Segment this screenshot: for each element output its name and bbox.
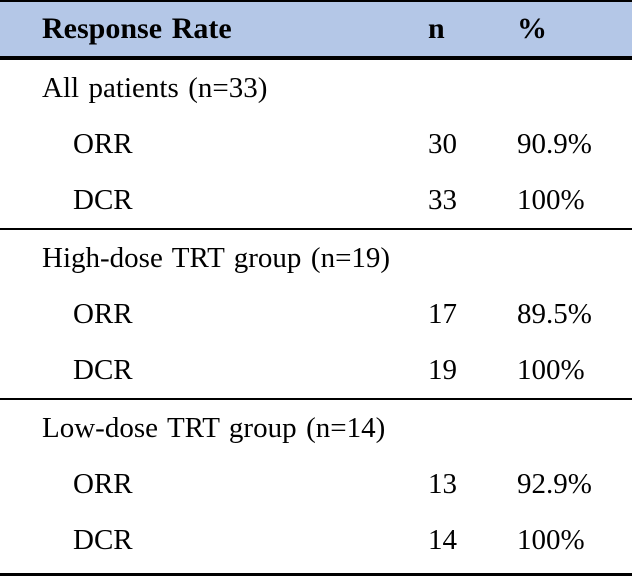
n-value: 19	[428, 353, 457, 386]
pct-value: 100%	[517, 523, 585, 556]
table-row: DCR 19 100%	[0, 342, 632, 398]
header-cell-percent: %	[517, 12, 547, 45]
n-value: 14	[428, 523, 457, 556]
table-row: DCR 14 100%	[0, 512, 632, 568]
row-label: ORR	[73, 297, 133, 330]
row-label: ORR	[73, 127, 133, 160]
group-label: All patients (n=33)	[42, 71, 268, 104]
table-row: ORR 30 90.9%	[0, 116, 632, 172]
group-row: Low-dose TRT group (n=14)	[0, 400, 632, 456]
section-low-dose-trt: Low-dose TRT group (n=14) ORR 13 92.9% D…	[0, 398, 632, 568]
row-label: DCR	[73, 353, 133, 386]
pct-value: 92.9%	[517, 467, 592, 500]
n-value: 30	[428, 127, 457, 160]
row-label: DCR	[73, 523, 133, 556]
row-label: ORR	[73, 467, 133, 500]
pct-value: 100%	[517, 353, 585, 386]
group-row: High-dose TRT group (n=19)	[0, 230, 632, 286]
header-cell-response-rate: Response Rate	[42, 12, 232, 45]
group-row: All patients (n=33)	[0, 60, 632, 116]
n-value: 13	[428, 467, 457, 500]
table-header-row: Response Rate n %	[0, 2, 632, 60]
group-label: Low-dose TRT group (n=14)	[42, 411, 386, 444]
section-high-dose-trt: High-dose TRT group (n=19) ORR 17 89.5% …	[0, 228, 632, 398]
pct-value: 89.5%	[517, 297, 592, 330]
pct-value: 100%	[517, 183, 585, 216]
header-cell-n: n	[428, 12, 445, 45]
n-value: 17	[428, 297, 457, 330]
row-label: DCR	[73, 183, 133, 216]
n-value: 33	[428, 183, 457, 216]
table-row: ORR 13 92.9%	[0, 456, 632, 512]
section-all-patients: All patients (n=33) ORR 30 90.9% DCR 33 …	[0, 60, 632, 228]
group-label: High-dose TRT group (n=19)	[42, 241, 391, 274]
table-row: DCR 33 100%	[0, 172, 632, 228]
table-row: ORR 17 89.5%	[0, 286, 632, 342]
pct-value: 90.9%	[517, 127, 592, 160]
